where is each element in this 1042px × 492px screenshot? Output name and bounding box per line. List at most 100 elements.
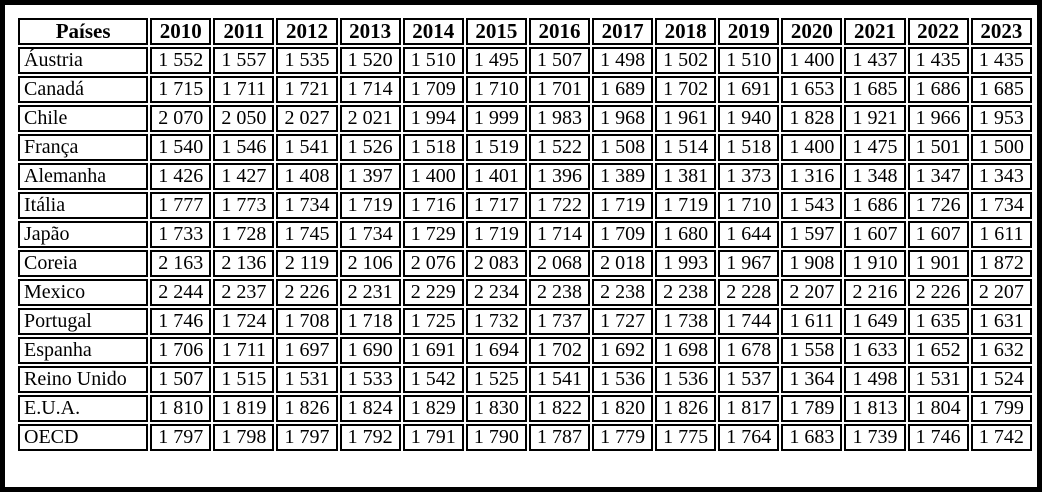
value-cell: 2 136 [213, 250, 275, 277]
value-cell: 1 701 [528, 76, 591, 103]
value-cell: 1 435 [907, 47, 969, 74]
value-cell: 1 738 [655, 308, 717, 335]
value-cell: 1 691 [718, 76, 780, 103]
value-cell: 2 106 [339, 250, 401, 277]
table-row: E.U.A. 1 810 1 819 1 826 1 824 1 829 1 830 1 82… [18, 395, 1032, 422]
value-cell: 1 994 [402, 105, 464, 132]
value-cell: 1 686 [907, 76, 969, 103]
value-cell: 1 999 [465, 105, 527, 132]
country-cell: França [18, 134, 149, 161]
value-cell: 1 541 [276, 134, 338, 161]
value-cell: 1 683 [781, 424, 843, 451]
value-cell: 1 635 [907, 308, 969, 335]
value-cell: 1 685 [970, 76, 1032, 103]
value-cell: 1 702 [528, 337, 591, 364]
table-row: Áustria 1 552 1 557 1 535 1 520 1 510 1 495 1 5… [18, 47, 1032, 74]
value-cell: 1 702 [655, 76, 717, 103]
value-cell: 1 536 [655, 366, 717, 393]
value-cell: 1 427 [213, 163, 275, 190]
value-cell: 1 726 [907, 192, 969, 219]
value-cell: 1 967 [718, 250, 780, 277]
value-cell: 1 552 [150, 47, 212, 74]
table-row: Mexico 2 244 2 237 2 226 2 231 2 229 2 234 2 23… [18, 279, 1032, 306]
value-cell: 1 500 [970, 134, 1032, 161]
value-cell: 1 475 [844, 134, 906, 161]
value-cell: 1 709 [592, 221, 654, 248]
country-year-data-table: Países 2010 2011 2012 2013 2014 2015 2016 2017 20… [16, 16, 1034, 453]
value-cell: 1 828 [781, 105, 843, 132]
value-cell: 1 961 [655, 105, 717, 132]
value-cell: 1 502 [655, 47, 717, 74]
value-cell: 2 228 [718, 279, 780, 306]
value-cell: 1 691 [402, 337, 464, 364]
value-cell: 1 777 [150, 192, 212, 219]
year-header-2018: 2018 [655, 18, 717, 45]
year-header-2017: 2017 [592, 18, 654, 45]
value-cell: 1 721 [276, 76, 338, 103]
value-cell: 1 742 [970, 424, 1032, 451]
value-cell: 1 408 [276, 163, 338, 190]
value-cell: 1 680 [655, 221, 717, 248]
value-cell: 1 746 [907, 424, 969, 451]
value-cell: 1 799 [970, 395, 1032, 422]
value-cell: 1 953 [970, 105, 1032, 132]
value-cell: 2 238 [655, 279, 717, 306]
value-cell: 1 714 [528, 221, 591, 248]
value-cell: 1 711 [213, 76, 275, 103]
value-cell: 2 207 [970, 279, 1032, 306]
value-cell: 1 536 [592, 366, 654, 393]
value-cell: 1 826 [655, 395, 717, 422]
value-cell: 1 686 [844, 192, 906, 219]
value-cell: 1 533 [339, 366, 401, 393]
value-cell: 1 495 [465, 47, 527, 74]
value-cell: 1 514 [655, 134, 717, 161]
value-cell: 2 119 [276, 250, 338, 277]
value-cell: 1 709 [402, 76, 464, 103]
value-cell: 1 734 [339, 221, 401, 248]
value-cell: 1 364 [781, 366, 843, 393]
table-row: Canadá 1 715 1 711 1 721 1 714 1 709 1 710 1 70… [18, 76, 1032, 103]
value-cell: 1 540 [150, 134, 212, 161]
value-cell: 1 822 [528, 395, 591, 422]
value-cell: 2 229 [402, 279, 464, 306]
value-cell: 1 631 [970, 308, 1032, 335]
value-cell: 1 727 [592, 308, 654, 335]
value-cell: 1 798 [213, 424, 275, 451]
value-cell: 1 791 [402, 424, 464, 451]
table-row: Alemanha 1 426 1 427 1 408 1 397 1 400 1 401 1 … [18, 163, 1032, 190]
table-row: Portugal 1 746 1 724 1 708 1 718 1 725 1 732 1 … [18, 308, 1032, 335]
value-cell: 2 076 [402, 250, 464, 277]
value-cell: 1 717 [465, 192, 527, 219]
value-cell: 2 226 [276, 279, 338, 306]
value-cell: 1 830 [465, 395, 527, 422]
value-cell: 1 678 [718, 337, 780, 364]
value-cell: 1 708 [276, 308, 338, 335]
country-cell: Canadá [18, 76, 149, 103]
value-cell: 2 070 [150, 105, 212, 132]
value-cell: 1 718 [339, 308, 401, 335]
value-cell: 1 698 [655, 337, 717, 364]
value-cell: 2 237 [213, 279, 275, 306]
value-cell: 1 826 [276, 395, 338, 422]
value-cell: 1 524 [970, 366, 1032, 393]
value-cell: 1 381 [655, 163, 717, 190]
value-cell: 1 518 [718, 134, 780, 161]
value-cell: 1 734 [276, 192, 338, 219]
value-cell: 1 690 [339, 337, 401, 364]
value-cell: 1 729 [402, 221, 464, 248]
country-cell: Mexico [18, 279, 149, 306]
value-cell: 1 983 [528, 105, 591, 132]
value-cell: 1 343 [970, 163, 1032, 190]
value-cell: 1 519 [465, 134, 527, 161]
table-row: Reino Unido 1 507 1 515 1 531 1 533 1 542 1 52… [18, 366, 1032, 393]
country-cell: E.U.A. [18, 395, 149, 422]
value-cell: 1 400 [402, 163, 464, 190]
year-header-2020: 2020 [781, 18, 843, 45]
country-cell: Coreia [18, 250, 149, 277]
value-cell: 1 501 [907, 134, 969, 161]
value-cell: 1 819 [213, 395, 275, 422]
value-cell: 1 520 [339, 47, 401, 74]
country-cell: Portugal [18, 308, 149, 335]
value-cell: 1 518 [402, 134, 464, 161]
